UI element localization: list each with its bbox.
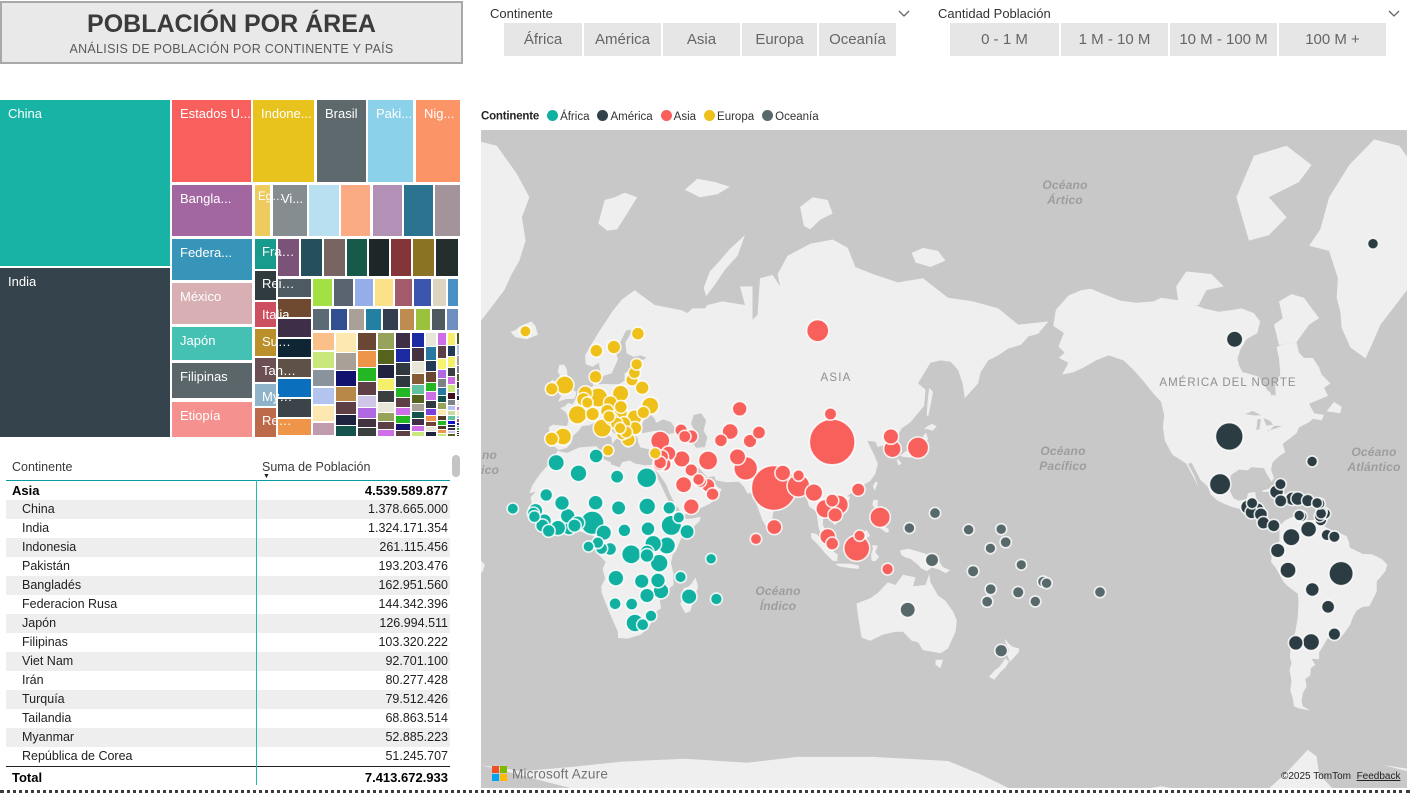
svg-text:Océano: Océano xyxy=(1040,444,1085,458)
svg-text:Índico: Índico xyxy=(760,598,797,613)
svg-text:Océano: Océano xyxy=(1351,445,1396,459)
svg-text:Pacífico: Pacífico xyxy=(1039,459,1087,473)
svg-text:AMÉRICA DEL NORTE: AMÉRICA DEL NORTE xyxy=(1159,376,1296,389)
svg-text:Atlántico: Atlántico xyxy=(1346,460,1400,474)
svg-text:no: no xyxy=(482,448,497,462)
svg-text:Ártico: Ártico xyxy=(1046,192,1083,207)
svg-text:Océano: Océano xyxy=(755,584,800,598)
svg-text:Océano: Océano xyxy=(1042,178,1087,192)
svg-text:ASIA: ASIA xyxy=(820,372,851,384)
svg-text:ico: ico xyxy=(481,463,499,477)
